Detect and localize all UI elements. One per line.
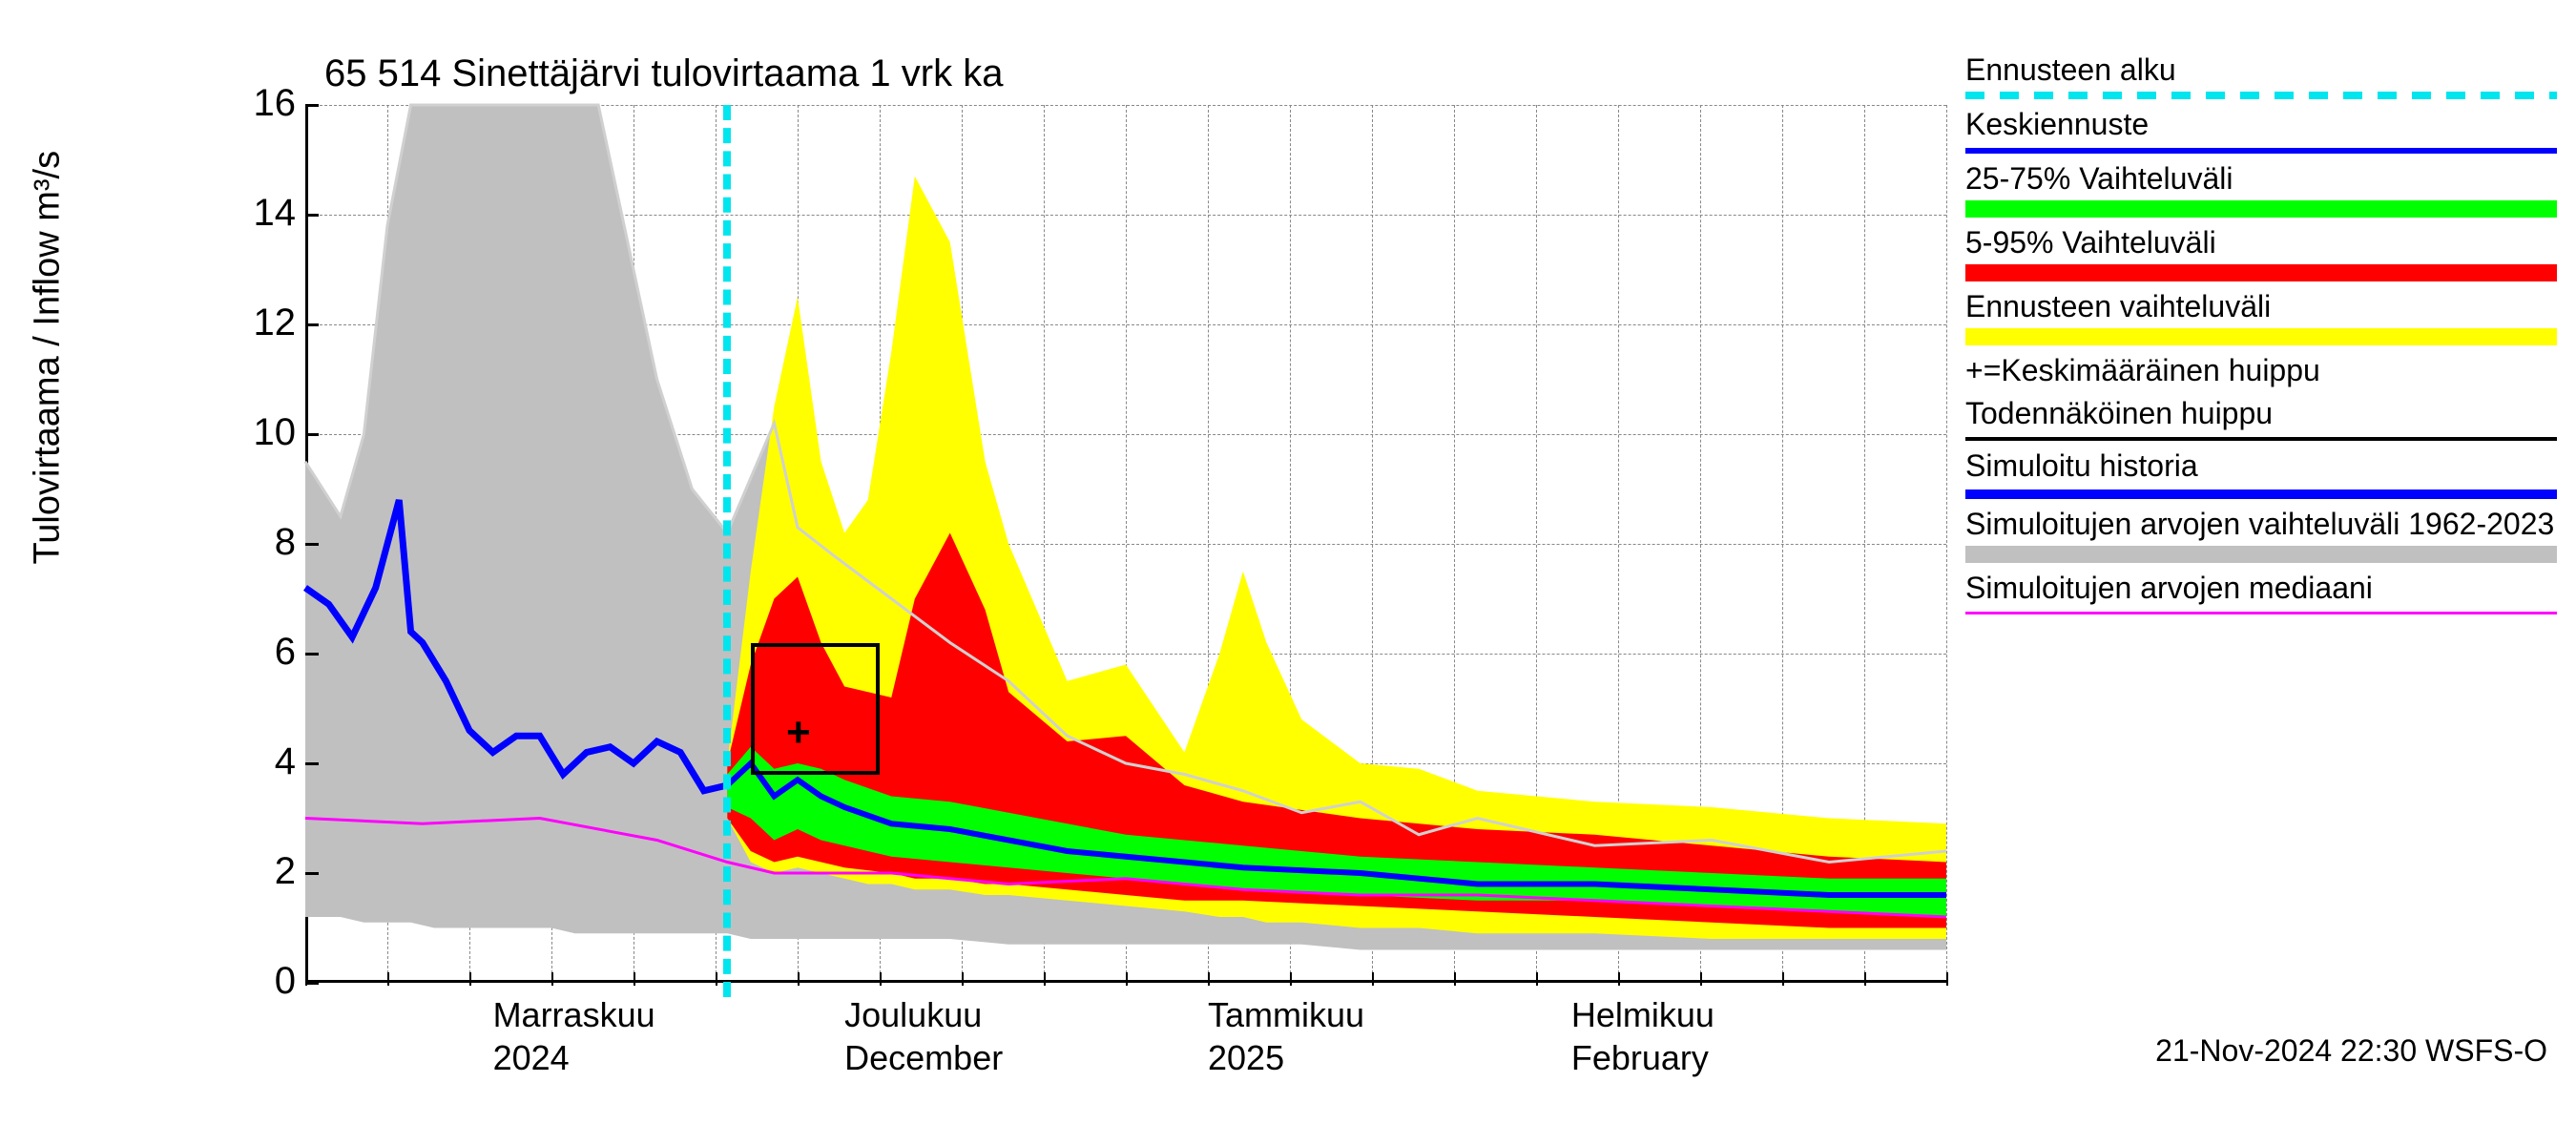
y-tick-label: 6 — [239, 631, 296, 674]
x-year-label: 2024 — [493, 1038, 570, 1078]
legend-item: Ennusteen vaihteluväli — [1965, 289, 2557, 345]
legend-item: +=Keskimääräinen huippu — [1965, 353, 2557, 388]
x-year-label: 2025 — [1208, 1038, 1284, 1078]
y-tick-label: 16 — [239, 82, 296, 125]
x-year-label: December — [844, 1038, 1003, 1078]
legend-item: Simuloitujen arvojen mediaani — [1965, 571, 2557, 614]
legend-item: 5-95% Vaihteluväli — [1965, 225, 2557, 281]
legend-swatch — [1965, 264, 2557, 281]
data-series-layer — [305, 105, 1946, 983]
legend: Ennusteen alku Keskiennuste 25-75% Vaihtel… — [1965, 52, 2557, 622]
legend-label: Todennäköinen huippu — [1965, 396, 2557, 431]
legend-label: +=Keskimääräinen huippu — [1965, 353, 2557, 388]
mean-peak-marker: + — [786, 709, 811, 757]
x-year-label: February — [1571, 1038, 1709, 1078]
y-tick-label: 4 — [239, 740, 296, 783]
y-tick-label: 10 — [239, 411, 296, 454]
legend-label: Keskiennuste — [1965, 107, 2557, 142]
legend-label: Simuloitujen arvojen mediaani — [1965, 571, 2557, 606]
y-tick-label: 2 — [239, 850, 296, 893]
legend-label: Simuloitujen arvojen vaihteluväli 1962-2… — [1965, 507, 2557, 542]
x-month-label: Tammikuu — [1208, 995, 1364, 1035]
generation-timestamp: 21-Nov-2024 22:30 WSFS-O — [2155, 1033, 2547, 1069]
x-month-label: Joulukuu — [844, 995, 982, 1035]
y-axis-label: Tulovirtaama / Inflow m³/s — [28, 151, 69, 565]
legend-label: Simuloitu historia — [1965, 448, 2557, 484]
y-tick-label: 8 — [239, 521, 296, 564]
legend-item: Keskiennuste — [1965, 107, 2557, 154]
legend-item: Simuloitu historia — [1965, 448, 2557, 499]
legend-label: 5-95% Vaihteluväli — [1965, 225, 2557, 260]
legend-item: Simuloitujen arvojen vaihteluväli 1962-2… — [1965, 507, 2557, 563]
legend-item: Todennäköinen huippu — [1965, 396, 2557, 441]
legend-swatch — [1965, 489, 2557, 499]
legend-swatch — [1965, 148, 2557, 154]
legend-swatch — [1965, 612, 2557, 614]
legend-swatch — [1965, 92, 2557, 99]
chart-title: 65 514 Sinettäjärvi tulovirtaama 1 vrk k… — [324, 52, 1003, 95]
y-tick-label: 0 — [239, 960, 296, 1003]
legend-label: Ennusteen vaihteluväli — [1965, 289, 2557, 324]
inflow-forecast-chart: 65 514 Sinettäjärvi tulovirtaama 1 vrk k… — [0, 0, 2576, 1145]
legend-swatch — [1965, 437, 2557, 441]
x-month-label: Marraskuu — [493, 995, 655, 1035]
legend-swatch — [1965, 546, 2557, 563]
y-tick-label: 14 — [239, 192, 296, 235]
legend-label: 25-75% Vaihteluväli — [1965, 161, 2557, 197]
forecast-start-line — [723, 105, 731, 997]
legend-label: Ennusteen alku — [1965, 52, 2557, 88]
legend-item: Ennusteen alku — [1965, 52, 2557, 99]
legend-item: 25-75% Vaihteluväli — [1965, 161, 2557, 218]
y-tick-label: 12 — [239, 302, 296, 344]
probable-peak-box — [751, 643, 880, 775]
legend-swatch — [1965, 328, 2557, 345]
legend-swatch — [1965, 200, 2557, 218]
x-month-label: Helmikuu — [1571, 995, 1714, 1035]
